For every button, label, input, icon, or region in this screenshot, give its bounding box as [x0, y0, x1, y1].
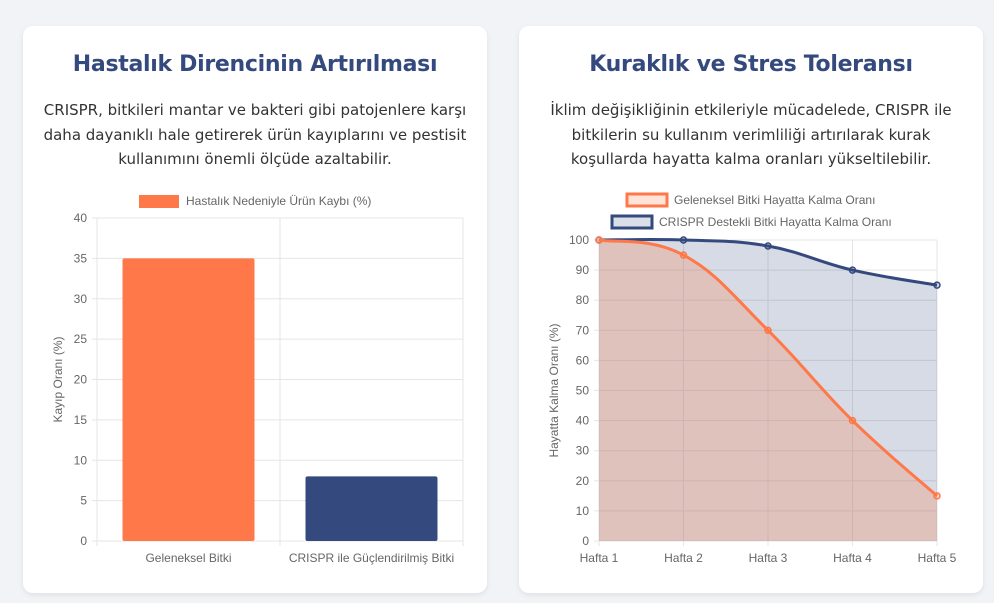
card-title: Hastalık Direncinin Artırılması [72, 52, 438, 77]
legend-swatch [625, 192, 669, 208]
data-point [933, 281, 941, 289]
x-tick-label: Hafta 2 [664, 551, 703, 565]
legend-label: Geleneksel Bitki Hayatta Kalma Oranı [674, 193, 875, 207]
data-point [764, 326, 772, 335]
data-point [679, 251, 688, 259]
x-tick-label: CRISPR ile Güçlendirilmiş Bitki [289, 551, 454, 565]
x-tick-label: Geleneksel Bitki [145, 551, 231, 565]
card-title: Kuraklık ve Stres Toleransı [589, 52, 913, 77]
data-point [848, 416, 857, 425]
y-tick-label: 30 [74, 292, 88, 306]
y-tick-label: 15 [74, 413, 88, 427]
data-point [679, 236, 688, 244]
legend-label: Hastalık Nedeniyle Ürün Kaybı (%) [186, 194, 371, 208]
bar [122, 258, 255, 541]
data-point [933, 492, 941, 500]
y-tick-label: 0 [80, 534, 87, 548]
card-description: CRISPR, bitkileri mantar ve bakteri gibi… [43, 101, 467, 168]
card-description: İklim değişikliğinin etkileriyle mücadel… [550, 101, 952, 168]
y-tick-label: 20 [576, 474, 590, 488]
y-axis-label: Kayıp Oranı (%) [51, 336, 65, 422]
x-tick-label: Hafta 1 [580, 551, 619, 565]
y-tick-label: 80 [576, 293, 590, 307]
x-tick-label: Hafta 3 [749, 551, 788, 565]
bar [305, 476, 438, 541]
x-tick-label: Hafta 4 [833, 551, 872, 565]
series-line [598, 237, 938, 287]
y-tick-label: 90 [576, 263, 590, 277]
y-axis-label: Hayatta Kalma Oranı (%) [547, 323, 561, 457]
disease-resistance-card: Hastalık Direncinin Artırılması CRISPR, … [23, 26, 487, 593]
y-tick-label: 30 [576, 444, 590, 458]
data-point [848, 266, 857, 274]
data-point [595, 236, 603, 244]
y-tick-label: 35 [74, 251, 88, 265]
y-tick-label: 10 [576, 504, 590, 518]
y-tick-label: 70 [576, 323, 590, 337]
y-tick-label: 5 [80, 494, 87, 508]
y-tick-label: 40 [74, 211, 88, 225]
data-point [764, 242, 772, 250]
series-area [599, 239, 937, 541]
y-tick-label: 20 [74, 373, 88, 387]
drought-tolerance-card: Kuraklık ve Stres Toleransı İklim değişi… [519, 26, 983, 593]
legend-swatch [139, 195, 179, 208]
y-tick-label: 25 [74, 332, 88, 346]
y-tick-label: 50 [576, 384, 590, 398]
y-tick-label: 0 [582, 534, 589, 548]
series-area [599, 240, 937, 541]
legend-label: CRISPR Destekli Bitki Hayatta Kalma Oran… [659, 215, 892, 229]
series-line [598, 238, 938, 497]
legend-swatch [610, 214, 654, 230]
y-tick-label: 10 [74, 453, 88, 467]
y-tick-label: 100 [569, 233, 589, 247]
y-tick-label: 60 [576, 353, 590, 367]
y-tick-label: 40 [576, 414, 590, 428]
x-tick-label: Hafta 5 [918, 551, 957, 565]
